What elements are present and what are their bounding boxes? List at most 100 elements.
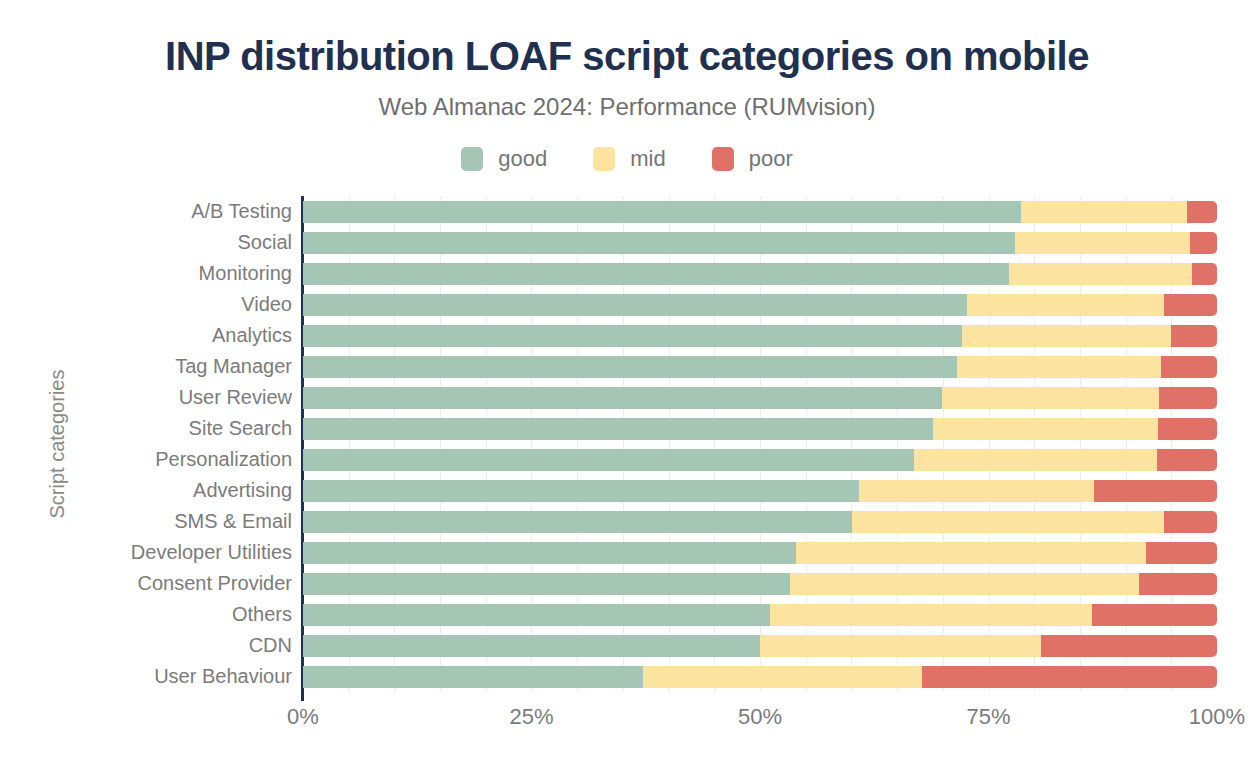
bar-segment-good [303,480,859,502]
bar-row [303,599,1217,630]
category-label: Consent Provider [0,568,292,599]
bar-segment-good [303,232,1015,254]
stacked-bar [303,201,1217,223]
chart-figure: INP distribution LOAF script categories … [0,0,1254,774]
bar-segment-mid [760,635,1041,657]
bar-segment-good [303,263,1009,285]
category-label: Analytics [0,320,292,351]
bar-segment-mid [957,356,1162,378]
bar-segment-good [303,542,796,564]
legend-label-poor: poor [749,146,793,172]
legend-swatch-poor-icon [712,147,734,171]
category-label: Monitoring [0,258,292,289]
x-tick-label: 100% [1189,704,1245,730]
bar-segment-poor [1192,263,1217,285]
category-label: Site Search [0,413,292,444]
category-label: User Review [0,382,292,413]
legend-swatch-mid-icon [593,147,615,171]
bar-segment-mid [859,480,1094,502]
bar-segment-poor [1092,604,1217,626]
bar-segment-poor [1139,573,1217,595]
stacked-bar [303,480,1217,502]
bar-segment-poor [1164,511,1217,533]
stacked-bar [303,511,1217,533]
bar-segment-mid [933,418,1159,440]
stacked-bar [303,232,1217,254]
stacked-bar [303,418,1217,440]
bar-row [303,475,1217,506]
bar-segment-poor [922,666,1217,688]
chart-subtitle: Web Almanac 2024: Performance (RUMvision… [0,93,1254,121]
bar-segment-good [303,511,852,533]
bar-segment-good [303,635,760,657]
stacked-bar [303,263,1217,285]
bar-segment-good [303,294,967,316]
bar-row [303,630,1217,661]
stacked-bar [303,604,1217,626]
bar-segment-mid [796,542,1146,564]
bar-segment-good [303,201,1021,223]
plot-area [303,196,1217,692]
legend: good mid poor [0,144,1254,174]
bar-row [303,537,1217,568]
x-tick-label: 0% [287,704,319,730]
bar-segment-poor [1158,418,1216,440]
bar-segment-poor [1041,635,1217,657]
bar-row [303,568,1217,599]
bar-segment-poor [1187,201,1217,223]
category-label: Social [0,227,292,258]
bar-segment-mid [643,666,922,688]
stacked-bar [303,356,1217,378]
stacked-bar [303,449,1217,471]
bar-segment-mid [914,449,1156,471]
category-label: A/B Testing [0,196,292,227]
bar-segment-good [303,387,942,409]
stacked-bar [303,294,1217,316]
bar-row [303,227,1217,258]
bar-rows [303,196,1217,692]
bar-row [303,351,1217,382]
stacked-bar [303,573,1217,595]
bar-row [303,289,1217,320]
bar-segment-poor [1164,294,1217,316]
stacked-bar [303,666,1217,688]
legend-swatch-good-icon [461,147,483,171]
bar-segment-good [303,449,914,471]
bar-segment-poor [1171,325,1217,347]
category-label: SMS & Email [0,506,292,537]
bar-segment-poor [1094,480,1217,502]
bar-segment-poor [1157,449,1217,471]
bar-row [303,258,1217,289]
bar-segment-mid [967,294,1164,316]
x-axis-ticks: 0%25%50%75%100% [303,704,1217,734]
stacked-bar [303,325,1217,347]
bar-segment-good [303,356,957,378]
category-label: Advertising [0,475,292,506]
x-tick-label: 25% [509,704,553,730]
legend-item-mid: mid [593,146,665,172]
bar-row [303,661,1217,692]
bar-row [303,506,1217,537]
bar-row [303,196,1217,227]
bar-segment-mid [1015,232,1190,254]
category-label: Personalization [0,444,292,475]
chart-title: INP distribution LOAF script categories … [0,34,1254,79]
bar-segment-mid [1009,263,1193,285]
bar-row [303,320,1217,351]
bar-segment-good [303,604,770,626]
bar-row [303,444,1217,475]
stacked-bar [303,542,1217,564]
bar-segment-good [303,666,643,688]
bar-segment-good [303,573,790,595]
bar-segment-good [303,418,933,440]
category-label: Others [0,599,292,630]
category-label: Developer Utilities [0,537,292,568]
x-tick-label: 50% [738,704,782,730]
bar-segment-poor [1159,387,1217,409]
bar-row [303,382,1217,413]
stacked-bar [303,387,1217,409]
legend-item-good: good [461,146,547,172]
bar-segment-poor [1190,232,1217,254]
legend-item-poor: poor [712,146,793,172]
category-label: User Behaviour [0,661,292,692]
